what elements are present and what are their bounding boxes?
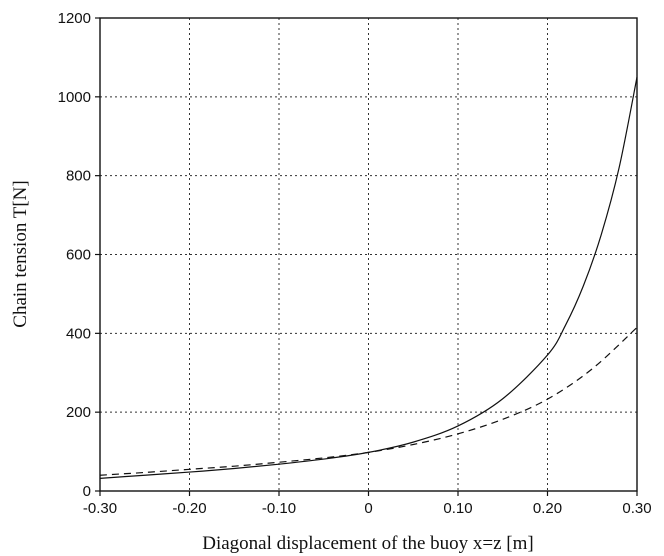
y-tick-label: 400 <box>66 325 91 342</box>
series-line-dashed <box>99 326 638 476</box>
x-axis-label: Diagonal displacement of the buoy x=z [m… <box>202 533 534 554</box>
y-axis-label: Chain tension T[N] <box>10 180 31 327</box>
y-tick-labels: 0 200 400 600 800 1000 1200 <box>58 10 91 500</box>
axis-ticks <box>95 17 638 496</box>
y-tick-label: 200 <box>66 404 91 421</box>
x-tick-label: 0.10 <box>443 500 472 517</box>
x-tick-label: 0.20 <box>533 500 562 517</box>
x-tick-label: -0.20 <box>172 500 206 517</box>
x-tick-label: -0.10 <box>262 500 296 517</box>
y-tick-label: 1000 <box>58 89 91 106</box>
x-tick-label: 0.30 <box>622 500 651 517</box>
x-tick-labels: -0.30 -0.20 -0.10 0 0.10 0.20 0.30 <box>83 500 652 517</box>
x-tick-label: 0 <box>364 500 372 517</box>
series-lines <box>99 77 638 479</box>
series-line-solid <box>99 77 638 479</box>
x-tick-label: -0.30 <box>83 500 117 517</box>
grid-lines <box>100 18 637 491</box>
y-tick-label: 600 <box>66 247 91 264</box>
y-tick-label: 0 <box>83 483 91 500</box>
y-tick-label: 1200 <box>58 10 91 27</box>
y-tick-label: 800 <box>66 168 91 185</box>
